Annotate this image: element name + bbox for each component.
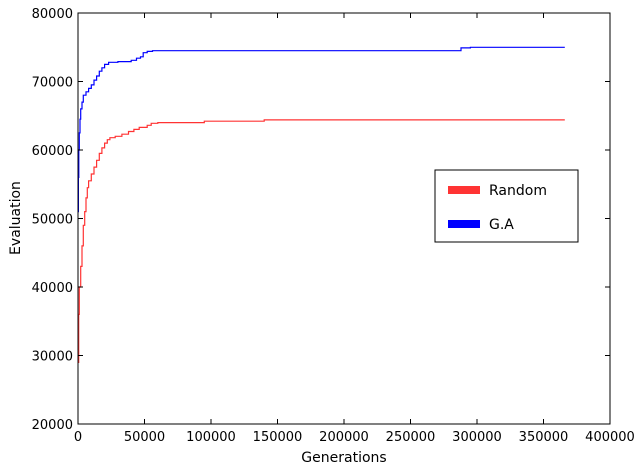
x-tick-label: 150000 <box>253 430 303 445</box>
series-line-random <box>78 119 565 363</box>
y-tick-label: 20000 <box>32 418 73 433</box>
y-tick-label: 70000 <box>32 76 73 91</box>
x-axis: 0 50000 100000 150000 200000 250000 300000 3500… <box>74 13 635 445</box>
series-line-ga <box>77 46 565 213</box>
legend: Random G.A <box>434 169 579 243</box>
y-axis: 20000 30000 40000 50000 60000 70000 80000 <box>32 7 610 433</box>
x-axis-label: Generations <box>301 450 386 466</box>
x-tick-label: 400000 <box>585 430 635 445</box>
x-tick-label: 200000 <box>319 430 369 445</box>
legend-label-ga: G.A <box>489 217 514 233</box>
legend-box <box>434 169 579 243</box>
legend-label-random: Random <box>489 183 547 199</box>
x-tick-label: 0 <box>74 430 82 445</box>
y-tick-label: 60000 <box>32 144 73 159</box>
y-tick-label: 80000 <box>32 7 73 22</box>
y-axis-label: Evaluation <box>8 181 24 255</box>
y-tick-label: 30000 <box>32 350 73 365</box>
x-tick-label: 250000 <box>386 430 436 445</box>
x-tick-label: 350000 <box>519 430 569 445</box>
series-layer <box>77 46 565 363</box>
x-tick-label: 300000 <box>452 430 502 445</box>
y-tick-label: 50000 <box>32 213 73 228</box>
x-tick-label: 100000 <box>186 430 236 445</box>
x-tick-label: 50000 <box>124 430 165 445</box>
y-tick-label: 40000 <box>32 281 73 296</box>
